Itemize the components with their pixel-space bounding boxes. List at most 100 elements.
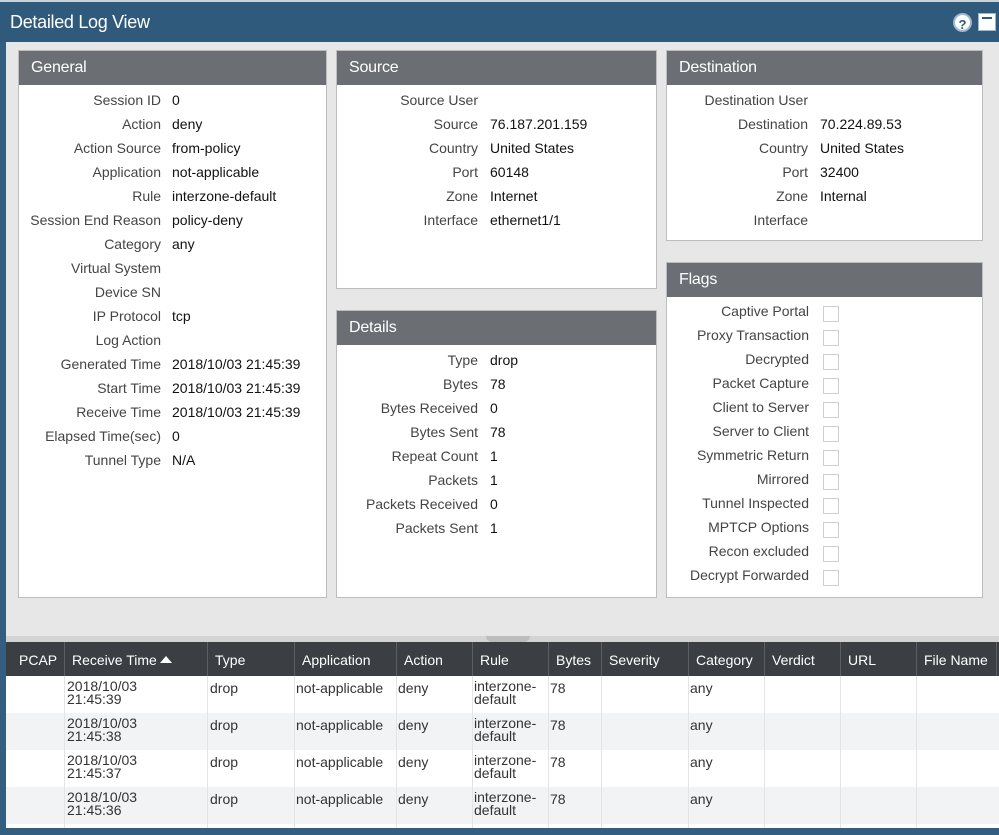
category-cell: any	[690, 755, 713, 769]
flag-label: Decrypted	[745, 351, 809, 367]
details-field-label: Repeat Count	[391, 448, 478, 464]
general-field-value: 0	[172, 92, 180, 108]
application-cell: not-applicable	[296, 681, 383, 695]
column-divider	[294, 676, 295, 828]
details-field-bytes-sent: Bytes Sent 78	[337, 424, 656, 448]
general-field-label: Device SN	[94, 284, 161, 300]
flag-packet-capture: Packet Capture	[667, 375, 982, 399]
destination-field-label: Zone	[776, 188, 808, 204]
general-field-label: Generated Time	[60, 356, 161, 372]
column-header-receive-time[interactable]: Receive Time	[65, 642, 208, 676]
flag-checkbox[interactable]	[823, 426, 839, 442]
rule-cell: interzone-default	[474, 753, 536, 780]
details-field-label: Type	[447, 352, 478, 368]
flag-checkbox[interactable]	[823, 570, 839, 586]
general-field-label: Application	[92, 164, 162, 180]
flag-label: Tunnel Inspected	[702, 495, 809, 511]
column-divider	[472, 676, 473, 828]
details-field-repeat-count: Repeat Count 1	[337, 448, 656, 472]
rule-cell-text: interzone-	[474, 678, 537, 694]
flags-panel: Flags Captive Portal Proxy Transaction Dec…	[666, 262, 983, 598]
column-header-bytes[interactable]: Bytes	[549, 642, 602, 676]
sort-ascending-icon[interactable]	[159, 656, 172, 663]
general-field-value: tcp	[172, 308, 191, 324]
details-field-list[interactable]: Type drop Bytes 78 Bytes Received 0 Bytes Sent…	[337, 345, 656, 539]
column-header-verdict[interactable]: Verdict	[765, 642, 841, 676]
destination-field-list: Destination User Destination 70.224.89.53 C…	[667, 85, 982, 236]
flag-checkbox[interactable]	[823, 522, 839, 538]
flag-checkbox[interactable]	[823, 498, 839, 514]
table-row[interactable]: 2018/10/03 21:45:38 drop not-applicable deny…	[6, 713, 999, 750]
flag-label: Client to Server	[712, 399, 809, 415]
bytes-cell-text: 78	[550, 754, 566, 770]
flag-checkbox[interactable]	[823, 546, 839, 562]
general-field-value: interzone-default	[172, 188, 277, 204]
flag-label: Proxy Transaction	[696, 327, 809, 343]
flag-captive-portal: Captive Portal	[667, 303, 982, 327]
flag-checkbox[interactable]	[823, 330, 839, 346]
splitter-grip[interactable]	[486, 636, 530, 642]
flag-mirrored: Mirrored	[667, 471, 982, 495]
type-cell-text: drop	[210, 717, 239, 733]
column-header-rule[interactable]: Rule	[473, 642, 549, 676]
flag-checkbox[interactable]	[823, 474, 839, 490]
general-field-label: Log Action	[95, 332, 161, 348]
general-field-tunnel-type: Tunnel Type N/A	[19, 452, 326, 476]
source-field-interface: Interface ethernet1/1	[337, 212, 656, 236]
column-header-action[interactable]: Action	[397, 642, 473, 676]
action-cell-text: deny	[398, 754, 429, 770]
general-field-ip-protocol: IP Protocol tcp	[19, 308, 326, 332]
table-row[interactable]: 2018/10/03 21:45:39 drop not-applicable deny…	[6, 676, 999, 713]
flag-checkbox[interactable]	[823, 450, 839, 466]
general-field-virtual-system: Virtual System	[19, 260, 326, 284]
details-panel-header: Details	[337, 311, 656, 345]
details-field-label: Packets Received	[365, 496, 478, 512]
flag-checkbox[interactable]	[823, 378, 839, 394]
column-header-category[interactable]: Category	[689, 642, 765, 676]
type-cell: drop	[210, 754, 239, 770]
action-cell-text: deny	[398, 791, 429, 807]
destination-field-destination: Destination 70.224.89.53	[667, 116, 982, 140]
general-field-list: Session ID 0 Action deny Action Source from-p…	[19, 85, 326, 476]
column-header-file-name[interactable]: File Name	[917, 642, 997, 676]
related-logs-table: PCAP Receive Time Type Application Action Rul…	[6, 642, 999, 828]
panel-splitter[interactable]	[6, 636, 999, 642]
category-cell-text: any	[690, 791, 713, 807]
table-row[interactable]: 2018/10/03 21:45:36 drop not-applicable deny…	[6, 787, 999, 824]
flag-checkbox[interactable]	[823, 306, 839, 322]
flag-server-to-client: Server to Client	[667, 423, 982, 447]
source-field-label: Interface	[423, 212, 478, 228]
general-panel: General Session ID 0 Action deny Action Sour…	[18, 50, 327, 598]
details-field-type: Type drop	[337, 352, 656, 376]
table-row[interactable]: 2018/10/03 21:45:37 drop not-applicable deny…	[6, 750, 999, 787]
flag-checkbox[interactable]	[823, 354, 839, 370]
general-field-value: 2018/10/03 21:45:39	[172, 380, 301, 396]
bytes-cell-text: 78	[550, 680, 566, 696]
application-cell-text: not-applicable	[296, 754, 384, 770]
rule-cell: interzone-default	[474, 678, 537, 707]
details-field-value: drop	[490, 352, 519, 368]
column-header-pcap[interactable]: PCAP	[12, 642, 65, 676]
column-divider	[207, 676, 208, 828]
general-field-value: not-applicable	[172, 164, 260, 180]
column-header-label: File Name	[924, 652, 988, 668]
title-bar: Detailed Log View ?	[0, 0, 999, 42]
flag-recon-excluded: Recon excluded	[667, 543, 982, 567]
type-cell-text: drop	[210, 754, 239, 770]
column-header-url[interactable]: URL	[841, 642, 917, 676]
rule-cell-text: default	[474, 691, 517, 707]
help-icon[interactable]: ?	[953, 13, 972, 32]
column-header-application[interactable]: Application	[295, 642, 397, 676]
rule-cell: interzone-default	[474, 716, 536, 743]
column-header-type[interactable]: Type	[208, 642, 295, 676]
flag-checkbox[interactable]	[823, 402, 839, 418]
column-header-severity[interactable]: Severity	[602, 642, 689, 676]
source-field-label: Port	[452, 164, 478, 180]
general-field-category: Category any	[19, 236, 326, 260]
maximize-icon[interactable]	[978, 13, 996, 31]
flag-label: Packet Capture	[712, 375, 810, 391]
bytes-cell: 78	[550, 754, 566, 770]
receive-time-cell-text: 2018/10/03	[67, 715, 138, 731]
general-field-session-id: Session ID 0	[19, 92, 326, 116]
flag-label: Recon excluded	[708, 543, 809, 559]
